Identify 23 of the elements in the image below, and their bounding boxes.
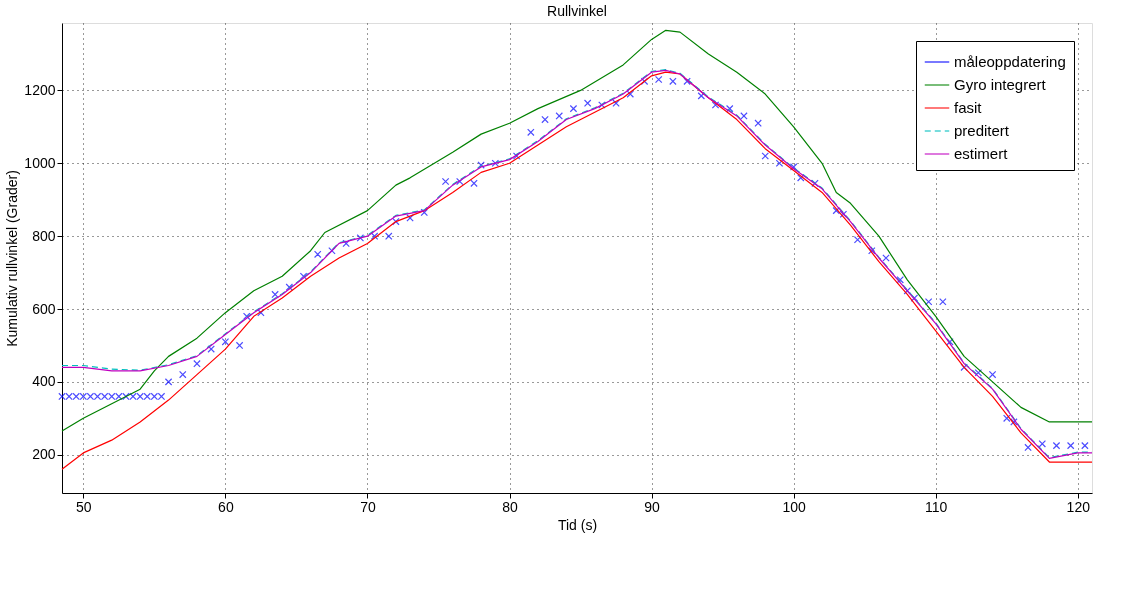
x-axis-title: Tid (s): [557, 516, 598, 533]
x-tick-label: 50: [76, 498, 92, 515]
y-axis-title: Kumulativ rullvinkel (Grader): [4, 170, 21, 347]
y-tick-label: 200: [32, 446, 56, 463]
line-series: [61, 29, 1093, 432]
y-tick-label: 400: [32, 373, 56, 390]
x-tick-label: 100: [782, 498, 807, 515]
x-tick-label: 60: [218, 498, 234, 515]
chart-title: Rullvinkel: [547, 3, 607, 19]
legend-label: måleoppdatering: [954, 53, 1066, 70]
x-tick-label: 90: [644, 498, 661, 515]
x-tick-label: 70: [360, 498, 376, 515]
x-tick-label: 120: [1066, 498, 1091, 515]
legend-label: estimert: [954, 145, 1009, 162]
y-tick-label: 1000: [24, 154, 56, 171]
legend-label: fasit: [954, 99, 983, 116]
y-tick-label: 600: [32, 300, 56, 317]
legend-label: Gyro integrert: [954, 76, 1047, 93]
y-tick-label: 800: [32, 227, 56, 244]
y-tick-label: 1200: [24, 81, 56, 98]
x-tick-label: 80: [502, 498, 519, 515]
legend-label: preditert: [954, 122, 1010, 139]
x-tick-label: 110: [925, 498, 948, 515]
